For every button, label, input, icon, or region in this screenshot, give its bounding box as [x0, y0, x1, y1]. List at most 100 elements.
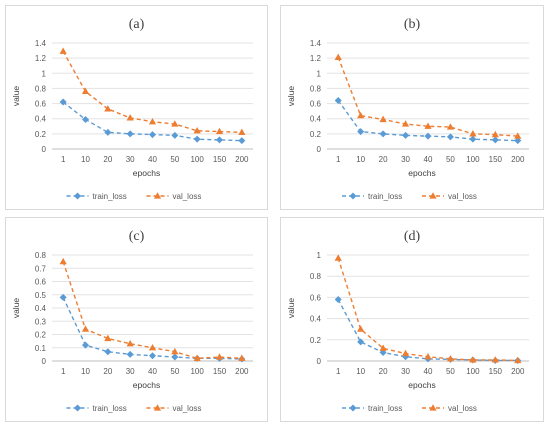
x-tick-label: 30	[126, 155, 135, 164]
data-point-val_loss	[401, 120, 410, 127]
data-point-val_loss	[81, 325, 90, 332]
x-tick-label: 1	[336, 367, 341, 376]
y-tick-label: 0.2	[310, 336, 322, 345]
y-tick-label: 0.6	[35, 278, 47, 287]
y-tick-label: 0.4	[310, 115, 322, 124]
x-tick-label: 150	[213, 367, 227, 376]
chart-d-svg: (d) 0 0.2 0.4 0.6 0.8 1 1 10 20 30 40 50 100 150 200 epo…	[286, 229, 529, 413]
data-point-val_loss	[171, 120, 179, 127]
x-tick-label: 1	[61, 155, 66, 164]
x-tick-label: 100	[190, 367, 204, 376]
x-axis-label: epochs	[133, 380, 160, 390]
x-tick-label: 10	[356, 155, 365, 164]
data-point-val_loss	[469, 356, 477, 363]
x-tick-label: 40	[148, 367, 157, 376]
y-tick-label: 0.4	[35, 115, 47, 124]
y-tick-label: 0.2	[310, 130, 322, 139]
y-tick-label: 0.3	[35, 317, 47, 326]
data-point-val_loss	[446, 123, 455, 130]
x-tick-label: 200	[235, 367, 249, 376]
x-axis-label: epochs	[408, 168, 435, 178]
legend-label: train_loss	[93, 192, 127, 201]
data-point-train_loss	[357, 128, 365, 136]
x-axis-label: epochs	[133, 168, 160, 178]
series-line-val_loss	[62, 261, 242, 360]
y-tick-label: 0	[42, 357, 47, 366]
data-point-val_loss	[59, 257, 67, 265]
data-point-train_loss	[149, 131, 156, 139]
data-point-val_loss	[193, 354, 201, 361]
data-point-val_loss	[424, 122, 432, 129]
data-point-val_loss	[238, 128, 246, 135]
x-tick-label: 200	[511, 367, 525, 376]
y-tick-label: 0.8	[310, 84, 322, 93]
legend-label: train_loss	[368, 404, 402, 413]
data-point-train_loss	[104, 348, 112, 356]
y-tick-label: 0.6	[310, 100, 322, 109]
data-point-val_loss	[446, 355, 455, 362]
x-tick-label: 10	[81, 155, 90, 164]
data-point-val_loss	[193, 127, 201, 134]
y-tick-label: 1.2	[310, 54, 322, 63]
y-tick-label: 0	[317, 145, 322, 154]
chart-c-svg: (c) 0 0.1 0.2 0.3 0.4 0.5 0.6 0.7 0.8 1 10 20 30 40 50 1…	[11, 229, 253, 413]
x-tick-label: 30	[126, 367, 135, 376]
x-tick-label: 100	[190, 155, 204, 164]
data-point-train_loss	[379, 130, 387, 138]
data-point-val_loss	[379, 344, 387, 351]
x-tick-label: 30	[401, 155, 410, 164]
y-tick-label: 1.2	[35, 54, 47, 63]
x-tick-label: 50	[446, 155, 455, 164]
data-point-val_loss	[514, 356, 522, 364]
legend-marker	[153, 404, 162, 411]
x-tick-label: 40	[148, 155, 157, 164]
y-tick-label: 0.4	[35, 304, 47, 313]
y-tick-label: 0.4	[310, 315, 322, 324]
x-tick-label: 100	[466, 155, 480, 164]
y-tick-label: 1.4	[310, 39, 322, 48]
data-point-val_loss	[215, 353, 224, 360]
chart-panel-b: (b) 0 0.2 0.4 0.6 0.8 1 1.2 1.4 1 10 20 30 40 50 100 150…	[280, 5, 544, 210]
x-tick-label: 1	[61, 367, 66, 376]
legend-marker	[429, 404, 437, 411]
chart-panel-a: (a) 0 0.2 0.4 0.6 0.8 1 1.2 1.4 1 10 20 30 40 50 100 150…	[5, 5, 268, 210]
legend-marker	[349, 192, 357, 200]
data-point-val_loss	[491, 356, 499, 363]
data-point-train_loss	[126, 130, 134, 138]
legend-marker	[153, 192, 162, 199]
x-tick-label: 50	[170, 367, 179, 376]
data-point-val_loss	[126, 339, 134, 347]
x-tick-label: 150	[489, 155, 503, 164]
x-tick-label: 50	[446, 367, 455, 376]
y-axis-label: value	[286, 298, 296, 319]
x-tick-label: 20	[103, 367, 112, 376]
data-point-train_loss	[424, 132, 432, 140]
y-tick-label: 1.4	[35, 39, 47, 48]
y-tick-label: 0.2	[35, 331, 47, 340]
x-tick-label: 10	[81, 367, 90, 376]
chart-title: (d)	[404, 229, 421, 244]
data-point-train_loss	[171, 131, 179, 139]
data-point-train_loss	[469, 135, 477, 143]
data-point-val_loss	[126, 114, 134, 121]
y-tick-label: 0.8	[310, 272, 322, 281]
y-tick-label: 1	[42, 69, 47, 78]
data-point-val_loss	[357, 111, 365, 119]
series-line-train_loss	[337, 299, 518, 362]
legend-marker	[349, 404, 357, 412]
chart-b-svg: (b) 0 0.2 0.4 0.6 0.8 1 1.2 1.4 1 10 20 30 40 50 100 150…	[286, 17, 529, 201]
x-tick-label: 10	[356, 367, 365, 376]
x-tick-label: 1	[336, 155, 341, 164]
chart-title: (b)	[404, 17, 421, 32]
chart-a-svg: (a) 0 0.2 0.4 0.6 0.8 1 1.2 1.4 1 10 20 30 40 50 100 150…	[11, 17, 253, 201]
y-axis-label: value	[11, 86, 21, 107]
legend-item-train_loss: train_loss	[66, 404, 127, 413]
data-point-val_loss	[401, 349, 410, 357]
legend-item-train_loss: train_loss	[342, 404, 402, 413]
y-tick-label: 1	[317, 69, 322, 78]
legend-label: train_loss	[368, 192, 402, 201]
y-tick-label: 1	[317, 251, 322, 260]
x-tick-label: 30	[401, 367, 410, 376]
data-point-train_loss	[446, 133, 454, 141]
x-tick-label: 40	[424, 367, 433, 376]
